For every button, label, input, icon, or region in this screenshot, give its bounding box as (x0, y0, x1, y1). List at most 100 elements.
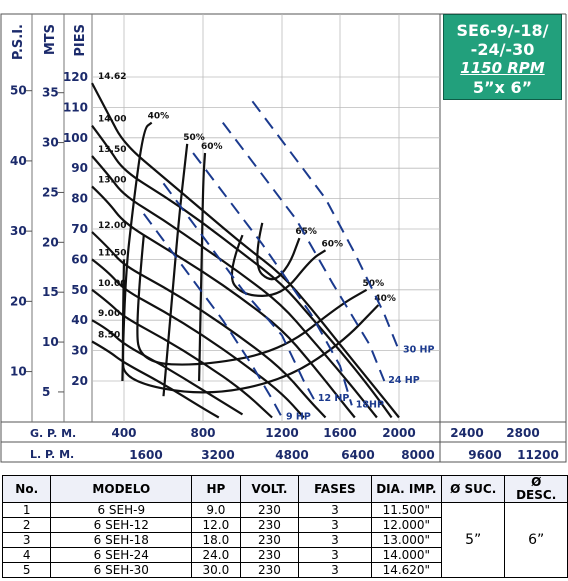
lpm-tick-9600: 9600 (468, 448, 501, 462)
table-cell: 18.0 (191, 532, 241, 548)
gpm-tick-400: 400 (111, 426, 136, 440)
efficiency-label-4: 60% (322, 239, 344, 249)
table-cell: 13.000" (370, 532, 443, 548)
table-cell: 1 (1, 502, 52, 518)
discharge-size: 6” (504, 502, 568, 578)
lpm-tick-6400: 6400 (341, 448, 374, 462)
model-title-line1: SE6-9/-18/ (456, 21, 549, 40)
table-cell: 230 (239, 502, 300, 518)
table-cell: 6 SEH-9 (50, 502, 193, 518)
efficiency-curve-6 (121, 259, 380, 394)
efficiency-curve-0 (121, 121, 153, 382)
gpm-tick-800: 800 (190, 426, 215, 440)
impeller-label-9.00: 9.00 (98, 309, 120, 319)
table-cell: 2 (1, 517, 52, 533)
mts-axis-label: MTS (43, 24, 58, 55)
table-cell: 230 (239, 517, 300, 533)
efficiency-curve-3 (256, 222, 301, 281)
mts-tick-35: 35 (42, 86, 59, 100)
psi-axis-label: P.S.I. (11, 24, 26, 60)
psi-tick-10: 10 (10, 365, 27, 379)
efficiency-label-6: 40% (374, 294, 396, 304)
impeller-curve-12.00 (91, 231, 327, 419)
pies-tick-90: 90 (71, 161, 88, 175)
impeller-curve-10.00 (91, 288, 273, 419)
model-size: 5”x 6” (472, 78, 533, 97)
table-cell: 24.0 (191, 547, 241, 563)
lpm-tick-1600: 1600 (129, 448, 162, 462)
header-modelo: MODELO (50, 475, 193, 503)
table-cell: 3 (298, 517, 372, 533)
lpm-tick-3200: 3200 (201, 448, 234, 462)
table-cell: 230 (239, 532, 300, 548)
hp-line-3 (222, 121, 386, 382)
hp-line-4 (251, 100, 400, 351)
pies-tick-70: 70 (71, 222, 88, 236)
hp-label-0: 9 HP (286, 411, 311, 422)
hp-label-4: 30 HP (403, 345, 434, 356)
table-cell: 3 (298, 532, 372, 548)
table-cell: 4 (1, 547, 52, 563)
efficiency-label-1: 50% (183, 133, 205, 143)
pies-tick-50: 50 (71, 283, 88, 297)
lpm-tick-4800: 4800 (275, 448, 308, 462)
impeller-label-13.00: 13.00 (98, 175, 126, 185)
model-title-box: SE6-9/-18/ -24/-30 1150 RPM 5”x 6” (443, 14, 562, 100)
header-dia-imp: DIA. IMP. (370, 475, 443, 503)
chart-svg: P.S.I. MTS PIES 10 20 30 40 50 5 10 15 20 25 30 35 20 30… (0, 13, 567, 463)
efficiency-curve-1 (162, 143, 189, 397)
gpm-axis-label: G. P. M. (30, 427, 76, 440)
pies-tick-30: 30 (71, 344, 88, 358)
gpm-tick-2400: 2400 (450, 426, 483, 440)
lpm-axis-label: L. P. M. (30, 448, 74, 461)
table-cell: 12.000" (370, 517, 443, 533)
header-hp: HP (191, 475, 241, 503)
psi-tick-30: 30 (10, 224, 27, 238)
table-cell: 30.0 (191, 562, 241, 578)
table-cell: 6 SEH-30 (50, 562, 193, 578)
table-cell: 3 (298, 502, 372, 518)
efficiency-label-3: 65% (295, 227, 317, 237)
pies-axis-label: PIES (73, 24, 88, 57)
pies-tick-40: 40 (71, 313, 88, 327)
impeller-label-14.00: 14.00 (98, 115, 126, 125)
impeller-curve-13.00 (91, 185, 356, 419)
table-cell: 6 SEH-12 (50, 517, 193, 533)
header-fases: FASES (298, 475, 372, 503)
psi-tick-50: 50 (10, 84, 27, 98)
pies-tick-120: 120 (63, 70, 88, 84)
pies-tick-20: 20 (71, 374, 88, 388)
header-suc: Ø SUC. (441, 475, 506, 503)
efficiency-label-5: 50% (363, 279, 385, 289)
impeller-label-12.00: 12.00 (98, 221, 126, 231)
table-cell: 230 (239, 562, 300, 578)
suction-size: 5” (441, 502, 506, 578)
efficiency-label-2: 60% (201, 142, 223, 152)
header-no: No. (1, 475, 52, 503)
gpm-tick-2000: 2000 (382, 426, 415, 440)
mts-tick-25: 25 (42, 185, 59, 199)
impeller-label-11.50: 11.50 (98, 248, 126, 258)
impeller-label-8.50: 8.50 (98, 330, 120, 340)
hp-label-3: 24 HP (388, 375, 419, 386)
header-volt: VOLT. (239, 475, 300, 503)
table-cell: 230 (239, 547, 300, 563)
hp-line-2 (192, 152, 353, 406)
gpm-tick-2800: 2800 (506, 426, 539, 440)
impeller-curve-8.50 (91, 340, 220, 419)
table-cell: 3 (1, 532, 52, 548)
hp-line-1 (162, 182, 315, 400)
header-desc: Ø DESC. (504, 475, 568, 503)
table-cell: 5 (1, 562, 52, 578)
table-cell: 14.000" (370, 547, 443, 563)
lpm-tick-11200: 11200 (517, 448, 559, 462)
psi-tick-40: 40 (10, 154, 27, 168)
impeller-curve-11.50 (91, 258, 305, 419)
pies-tick-80: 80 (71, 192, 88, 206)
pies-tick-60: 60 (71, 252, 88, 266)
psi-tick-20: 20 (10, 294, 27, 308)
hp-label-1: 12 HP (318, 393, 349, 404)
impeller-label-14.62: 14.62 (98, 72, 126, 82)
